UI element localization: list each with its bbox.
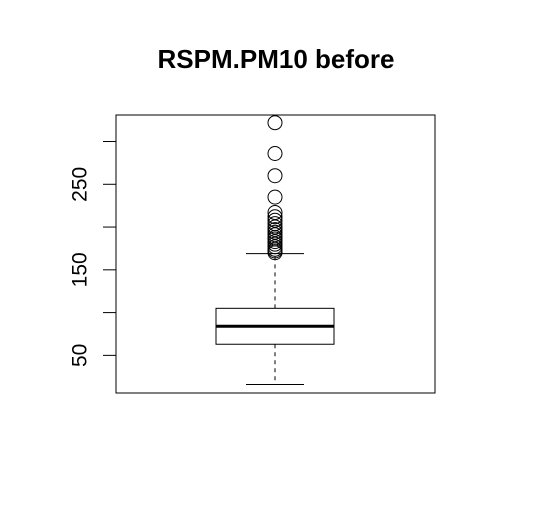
y-axis: 50 150 250 bbox=[69, 141, 117, 367]
outlier-point-12 bbox=[267, 216, 283, 232]
outlier-point-11 bbox=[267, 219, 283, 235]
box-and-whiskers bbox=[215, 253, 335, 385]
y-tick-label-150: 150 bbox=[69, 252, 92, 287]
y-tick-label-50: 50 bbox=[69, 344, 92, 367]
outlier-point-18 bbox=[267, 145, 283, 161]
outlier-point-16 bbox=[267, 189, 283, 205]
y-tick-label-250: 250 bbox=[69, 167, 92, 202]
outlier-point-13 bbox=[267, 212, 283, 228]
chart-title: RSPM.PM10 before bbox=[158, 44, 395, 74]
outlier-points bbox=[267, 115, 283, 261]
outlier-point-15 bbox=[267, 205, 283, 221]
outlier-point-17 bbox=[267, 168, 283, 184]
outlier-point-19 bbox=[267, 115, 283, 131]
outlier-point-14 bbox=[267, 209, 283, 225]
